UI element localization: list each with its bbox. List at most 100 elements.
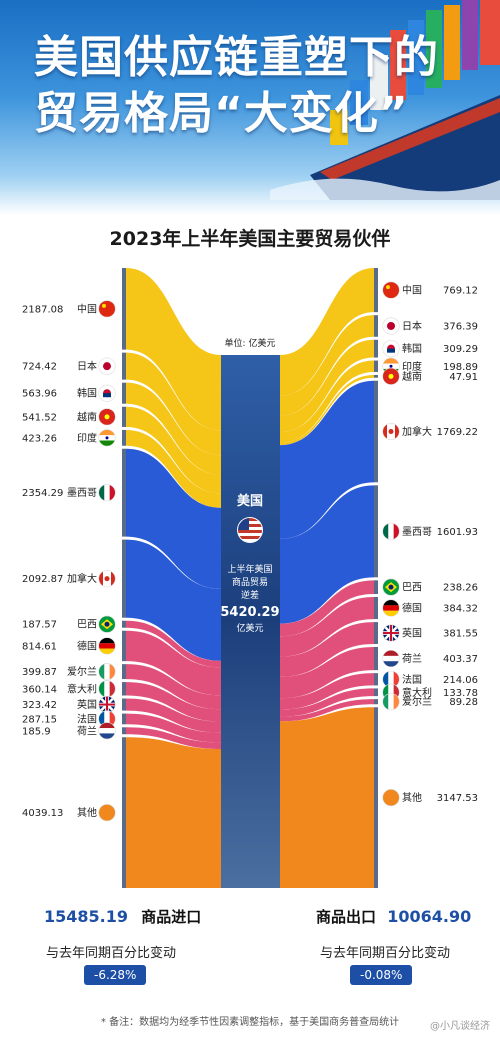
export-value-13: 89.28 [449, 697, 478, 708]
sankey-chart: 单位: 亿美元 美国 上半年美国 商品贸易 逆差 5420.29 亿美元 218… [22, 268, 478, 888]
import-bar-8 [122, 630, 126, 662]
export-country-2: 韩国 [402, 342, 422, 355]
import-bar-2 [122, 382, 126, 404]
flag-cn-icon [98, 300, 116, 318]
import-bar-3 [122, 406, 126, 427]
import-country-10: 意大利 [67, 682, 97, 695]
container-ship-illustration [270, 0, 500, 200]
import-bar-12 [122, 713, 126, 725]
flag-in-icon [98, 429, 116, 447]
export-bar-0 [374, 268, 378, 313]
export-flow-6 [280, 485, 374, 624]
flag-jp-icon [382, 317, 400, 335]
export-country-8: 德国 [402, 602, 422, 615]
export-bar-2 [374, 339, 378, 358]
import-country-6: 加拿大 [67, 572, 97, 585]
export-change-badge: -0.08% [350, 965, 413, 985]
import-value-9: 399.87 [22, 667, 57, 678]
export-value-14: 3147.53 [437, 793, 478, 804]
import-flow-2 [126, 382, 221, 475]
usa-center-column [221, 355, 280, 888]
export-flow-13 [280, 699, 374, 722]
flag-cn-icon [382, 281, 400, 299]
import-total-value: 15485.19 [44, 907, 129, 926]
export-country-4: 越南 [402, 370, 422, 383]
import-country-7: 巴西 [77, 619, 97, 631]
export-bar-5 [374, 380, 378, 483]
import-value-1: 724.42 [22, 362, 57, 373]
export-value-9: 381.55 [443, 629, 478, 640]
export-bar-12 [374, 688, 378, 697]
import-value-0: 2187.08 [22, 304, 63, 315]
export-country-10: 荷兰 [402, 652, 422, 665]
import-flow-5 [126, 448, 221, 589]
flag-fr-icon [98, 710, 116, 728]
export-flow-2 [280, 339, 374, 433]
import-country-3: 越南 [77, 410, 97, 423]
export-bar-1 [374, 315, 378, 337]
export-value-6: 1601.93 [437, 527, 478, 538]
import-value-10: 360.14 [22, 684, 57, 695]
import-total: 15485.19 商品进口 [44, 906, 201, 927]
import-country-13: 荷兰 [77, 724, 97, 737]
export-value-2: 309.29 [443, 344, 478, 355]
export-country-6: 墨西哥 [402, 526, 432, 538]
flag-kr-icon [98, 384, 116, 402]
import-total-label: 商品进口 [141, 908, 202, 926]
export-bar-10 [374, 646, 378, 671]
flag-kr-icon [382, 340, 400, 358]
import-value-14: 4039.13 [22, 808, 63, 819]
import-labels: 2187.08 中国 724.42 日本 563.96 韩国 541.52 越南 423.26 印… [22, 300, 116, 822]
export-country-7: 巴西 [402, 582, 422, 594]
flag-mx-icon [98, 484, 116, 502]
export-flow-8 [280, 596, 374, 657]
export-country-1: 日本 [402, 319, 422, 332]
import-value-5: 2354.29 [22, 488, 63, 499]
export-flow-1 [280, 315, 374, 416]
import-value-11: 323.42 [22, 700, 57, 711]
import-value-3: 541.52 [22, 412, 57, 423]
deficit-label-line-3: 逆差 [241, 589, 259, 601]
import-bar-5 [122, 448, 126, 537]
import-value-6: 2092.87 [22, 574, 63, 585]
import-bar-0 [122, 268, 126, 350]
export-value-3: 198.89 [443, 362, 478, 373]
export-flow-3 [280, 360, 374, 443]
import-flow-3 [126, 406, 221, 494]
watermark: @小凡谈经济 [430, 1021, 490, 1032]
import-bar-13 [122, 727, 126, 735]
flag-br-icon [98, 615, 116, 633]
flag-mx-icon [382, 522, 400, 540]
export-value-8: 384.32 [443, 604, 478, 615]
import-flow-6 [126, 539, 221, 661]
import-bar-10 [122, 682, 126, 696]
export-bar-4 [374, 374, 378, 378]
export-country-9: 英国 [402, 627, 422, 640]
import-country-14: 其他 [77, 806, 97, 819]
deficit-label-line-1: 上半年美国 [227, 563, 272, 575]
import-bar-6 [122, 539, 126, 618]
import-value-13: 185.9 [22, 726, 51, 737]
export-bar-8 [374, 596, 378, 620]
unit-label: 单位: 亿美元 [225, 337, 276, 349]
export-value-4: 47.91 [449, 372, 478, 383]
flag-jp-icon [98, 357, 116, 375]
deficit-label-line-2: 商品贸易 [232, 576, 268, 588]
side-bars [122, 268, 378, 888]
import-value-4: 423.26 [22, 433, 57, 444]
flag-vn-icon [98, 408, 116, 426]
export-value-11: 214.06 [443, 675, 478, 686]
flag-other-icon [382, 789, 400, 807]
import-country-9: 爱尔兰 [67, 665, 97, 678]
flag-de-icon [382, 599, 400, 617]
flag-fr-icon [382, 670, 400, 688]
import-country-11: 英国 [77, 698, 97, 711]
export-flow-7 [280, 580, 374, 637]
flag-gb-icon [382, 624, 400, 642]
import-change-badge: -6.28% [84, 965, 147, 985]
export-flow-4 [280, 374, 374, 446]
flag-vn-icon [382, 367, 400, 385]
import-bar-11 [122, 698, 126, 711]
import-bar-14 [122, 737, 126, 888]
import-country-0: 中国 [77, 302, 97, 315]
